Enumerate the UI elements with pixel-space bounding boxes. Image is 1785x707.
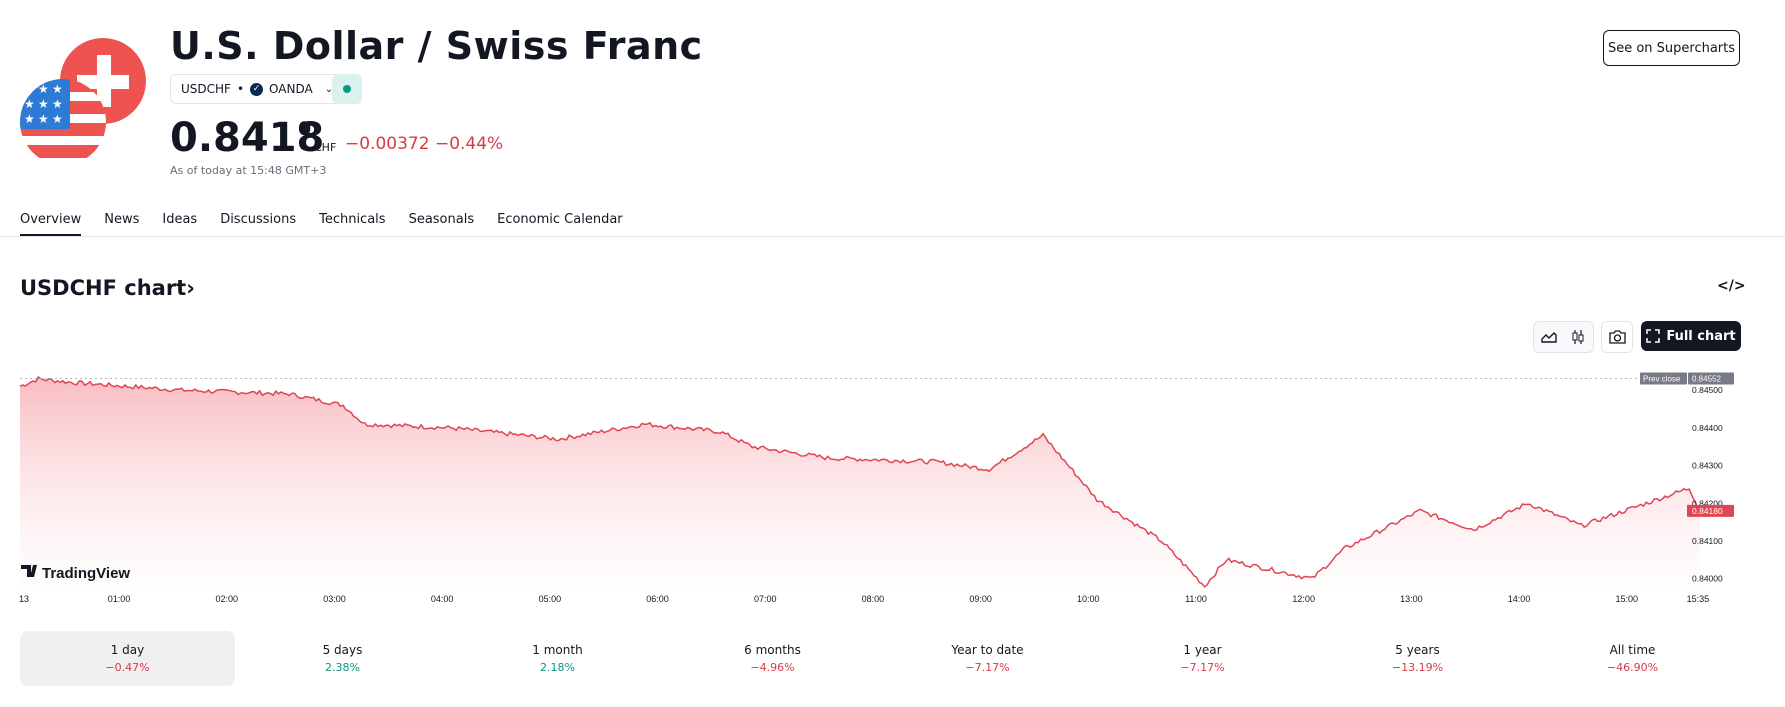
camera-icon[interactable] [1601, 321, 1633, 353]
y-tick-label: 0.84100 [1692, 536, 1723, 546]
tab-news[interactable]: News [104, 212, 140, 227]
prev-close-tag-label: Prev close [1643, 375, 1681, 384]
x-tick-label: 10:00 [1077, 594, 1100, 604]
period-6-months[interactable]: 6 months −4.96% [744, 643, 801, 674]
oanda-logo-icon: ✓ [250, 82, 264, 96]
tab-ideas[interactable]: Ideas [162, 212, 198, 227]
price-change: −0.00372 −0.44% [345, 134, 504, 154]
symbol-label: USDCHF [181, 82, 231, 96]
period-all-time[interactable]: All time −46.90% [1606, 643, 1659, 674]
svg-text:TradingView: TradingView [42, 565, 130, 582]
prev-close-value-tag [1688, 372, 1734, 385]
exchange-label: OANDA [269, 82, 313, 96]
period-1-day[interactable]: 1 day −0.47% [20, 631, 235, 686]
performance-periods: 1 day −0.47% 5 days 2.38% 1 month 2.18% 6 m… [20, 631, 1740, 686]
tradingview-logo[interactable]: TradingView [21, 565, 130, 582]
x-tick-label: 02:00 [216, 594, 239, 604]
fullscreen-icon [1646, 329, 1661, 343]
period-5-years[interactable]: 5 years −13.19% [1391, 643, 1444, 674]
price-currency: CHF [314, 141, 337, 154]
period-5-days[interactable]: 5 days 2.38% [322, 643, 363, 674]
as-of-timestamp: As of today at 15:48 GMT+3 [170, 164, 327, 177]
area-chart-icon[interactable] [1534, 322, 1564, 352]
x-tick-label: 03:00 [323, 594, 346, 604]
x-tick-label: 15:35 [1687, 594, 1710, 604]
us-flag-icon: ★ ★ ★ ★ ★ ★ ★ ★ ★ [20, 79, 106, 165]
chart-section-title[interactable]: USDCHF chart› [20, 276, 195, 300]
x-tick-label: 04:00 [431, 594, 454, 604]
tab-economic-calendar[interactable]: Economic Calendar [497, 212, 623, 227]
chart-type-switcher [1533, 321, 1594, 353]
y-tick-label: 0.84300 [1692, 461, 1723, 471]
x-tick-label: 11:00 [1185, 594, 1207, 604]
x-tick-label: 05:00 [539, 594, 562, 604]
x-tick-label: 01:00 [108, 594, 131, 604]
tab-discussions[interactable]: Discussions [220, 212, 297, 227]
embed-code-icon[interactable]: </> [1717, 278, 1746, 294]
price-area-fill [20, 377, 1700, 590]
y-tick-label: 0.84200 [1692, 498, 1723, 508]
period-year-to-date[interactable]: Year to date −7.17% [951, 643, 1024, 674]
tab-seasonals[interactable]: Seasonals [408, 212, 475, 227]
y-tick-label: 0.84400 [1692, 423, 1723, 433]
x-tick-label: 14:00 [1508, 594, 1531, 604]
x-tick-label: 13:00 [1400, 594, 1423, 604]
chevron-down-icon: ⌄ [324, 83, 334, 95]
y-tick-label: 0.84000 [1692, 574, 1723, 584]
tab-overview[interactable]: Overview [20, 206, 82, 236]
x-tick-label: 08:00 [862, 594, 885, 604]
symbol-exchange-selector[interactable]: USDCHF • ✓ OANDA ⌄ [170, 74, 345, 104]
x-tick-label: 07:00 [754, 594, 777, 604]
period-1-month[interactable]: 1 month 2.18% [532, 643, 583, 674]
last-price-value: 0.84180 [1692, 506, 1723, 516]
tradingview-icon [21, 565, 37, 577]
see-on-supercharts-button[interactable]: See on Supercharts [1603, 30, 1740, 66]
chevron-right-icon: › [186, 276, 195, 300]
market-status-badge[interactable] [332, 74, 362, 104]
overview-tabs: Overview News Ideas Discussions Technica… [20, 206, 646, 236]
x-tick-label: 15:00 [1616, 594, 1639, 604]
full-chart-button[interactable]: Full chart [1641, 321, 1741, 351]
current-price: 0.8418 [170, 115, 325, 161]
last-price-tag [1687, 504, 1734, 517]
price-superscript: 0 [298, 118, 312, 140]
tab-technicals[interactable]: Technicals [319, 212, 386, 227]
prev-close-value: 0.84552 [1692, 375, 1721, 384]
prev-close-tag [1640, 372, 1687, 385]
y-tick-label: 0.84500 [1692, 385, 1723, 395]
x-tick-label: 06:00 [646, 594, 669, 604]
x-tick-label: 12:00 [1292, 594, 1315, 604]
candlestick-chart-icon[interactable] [1563, 322, 1593, 352]
price-line [19, 376, 1701, 588]
tabs-divider [0, 236, 1785, 237]
separator: • [236, 82, 245, 96]
period-1-year[interactable]: 1 year −7.17% [1180, 643, 1225, 674]
page-title: U.S. Dollar / Swiss Franc [170, 24, 703, 68]
x-tick-label: 13 [19, 594, 29, 604]
x-tick-label: 09:00 [969, 594, 992, 604]
